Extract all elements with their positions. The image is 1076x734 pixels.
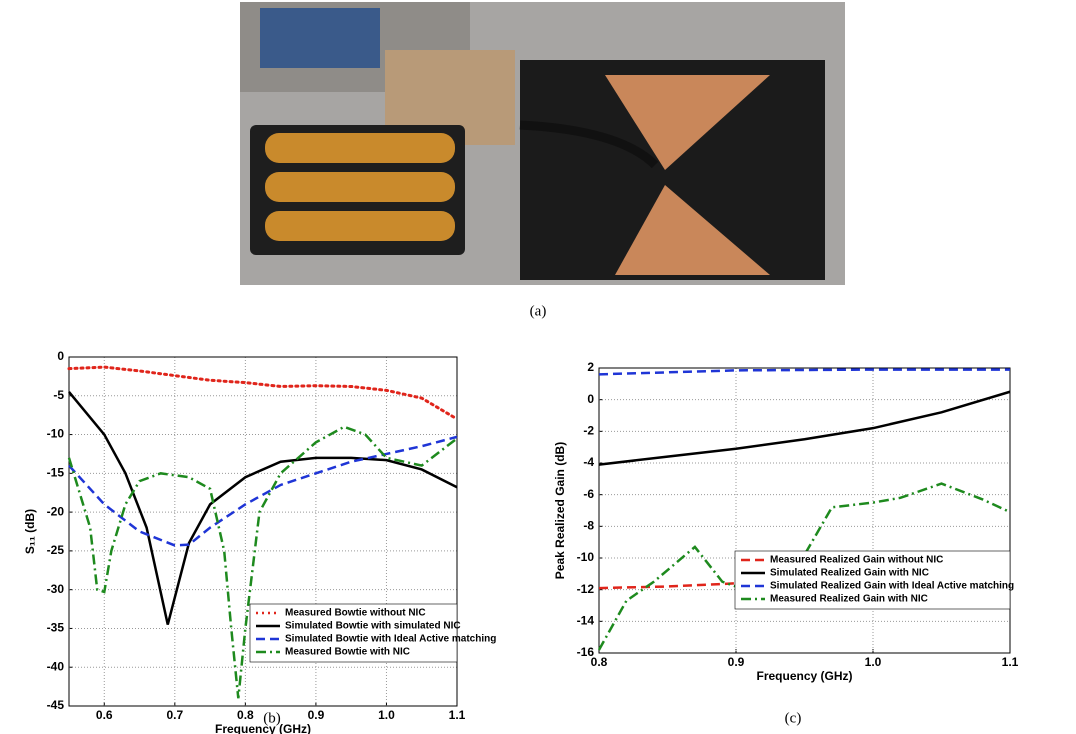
caption: (b) [263, 710, 281, 726]
legend-label: Measured Realized Gain with NIC [770, 594, 928, 605]
x-tick-label: 0.8 [237, 708, 254, 722]
caption: (a) [530, 303, 547, 319]
x-tick-label: 0.7 [166, 708, 183, 722]
x-axis-label: Frequency (GHz) [756, 669, 852, 683]
y-tick-label: -14 [577, 614, 595, 628]
y-tick-label: -10 [577, 550, 595, 564]
y-tick-label: 0 [587, 392, 594, 406]
y-tick-label: -6 [583, 487, 594, 501]
y-tick-label: -4 [583, 455, 594, 469]
y-tick-label: -40 [47, 659, 65, 673]
series-line [67, 425, 458, 699]
x-tick-label: 1.0 [865, 655, 882, 669]
series-line [67, 365, 459, 421]
legend-label: Simulated Bowtie with Ideal Active match… [285, 634, 496, 645]
y-tick-label: -8 [583, 519, 594, 533]
x-tick-label: 1.1 [449, 708, 466, 722]
y-tick-label: -45 [47, 698, 65, 712]
legend-label: Measured Realized Gain without NIC [770, 555, 943, 566]
y-tick-label: -15 [47, 466, 65, 480]
series-line [68, 435, 458, 547]
y-tick-label: -12 [577, 582, 595, 596]
x-tick-label: 0.6 [96, 708, 113, 722]
x-tick-label: 0.8 [591, 655, 608, 669]
x-axis-label: Frequency (GHz) [215, 722, 311, 734]
y-tick-label: -30 [47, 582, 65, 596]
y-tick-label: -16 [577, 645, 595, 659]
y-tick-label: -10 [47, 427, 65, 441]
y-tick-label: 2 [587, 360, 594, 374]
x-tick-label: 0.9 [728, 655, 745, 669]
legend-label: Simulated Realized Gain with NIC [770, 568, 929, 579]
series-line [68, 391, 458, 625]
y-tick-label: -20 [47, 504, 65, 518]
legend-label: Measured Bowtie with NIC [285, 647, 410, 658]
y-axis-label: Peak Realized Gain (dB) [553, 442, 567, 579]
legend-label: Simulated Realized Gain with Ideal Activ… [770, 581, 1014, 592]
plot-frame [598, 367, 1011, 654]
photo [240, 2, 845, 285]
plot-frame [68, 356, 458, 707]
y-tick-label: -35 [47, 621, 65, 635]
caption: (c) [785, 710, 802, 726]
y-axis-label: S₁₁ (dB) [23, 509, 37, 554]
y-tick-label: -5 [53, 388, 64, 402]
legend-label: Measured Bowtie without NIC [285, 608, 426, 619]
x-tick-label: 1.1 [1002, 655, 1019, 669]
x-tick-label: 1.0 [378, 708, 395, 722]
legend-box [249, 603, 458, 663]
series-line [598, 368, 1010, 376]
y-tick-label: -2 [583, 424, 594, 438]
y-tick-label: -25 [47, 543, 65, 557]
x-tick-label: 0.9 [308, 708, 325, 722]
legend-box [734, 550, 1011, 610]
y-tick-label: 0 [57, 349, 64, 363]
series-line [598, 390, 1011, 466]
legend-label: Simulated Bowtie with simulated NIC [285, 621, 461, 632]
